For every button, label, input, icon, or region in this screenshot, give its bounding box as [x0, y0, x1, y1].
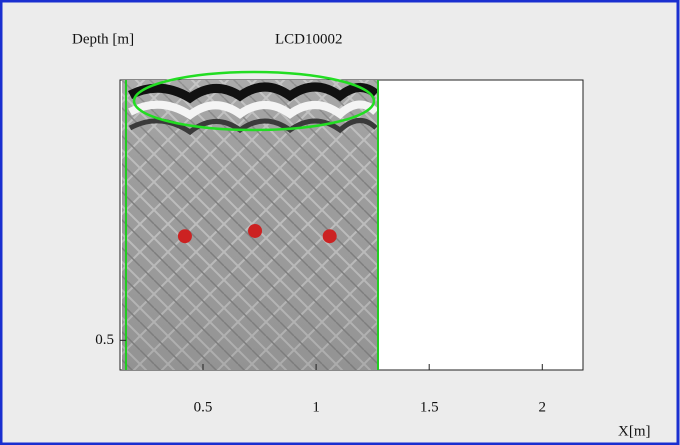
x-axis-label: X[m]	[618, 423, 651, 439]
x-tick-label: 0.5	[194, 399, 213, 415]
highlight-ellipse	[132, 70, 376, 132]
x-tick-label: 2	[539, 399, 547, 415]
reflection-point	[322, 229, 337, 244]
radargram-reflections	[127, 82, 379, 136]
x-tick-label: 1.5	[420, 399, 439, 415]
y-axis-label: Depth [m]	[72, 31, 134, 47]
chart-title: LCD10002	[275, 31, 343, 47]
x-tick-label: 1	[312, 399, 320, 415]
reflection-point	[248, 223, 263, 238]
y-tick-label: 0.5	[95, 332, 114, 348]
reflection-point	[177, 229, 192, 244]
